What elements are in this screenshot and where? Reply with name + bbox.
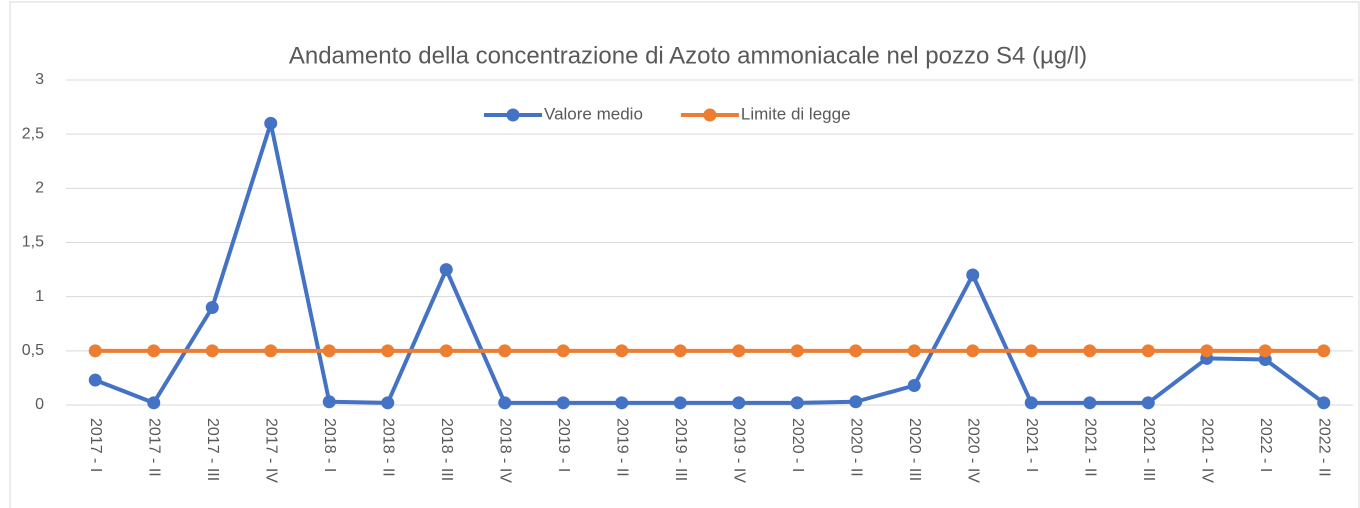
data-point: [1141, 344, 1155, 358]
data-point: [264, 116, 278, 130]
data-point: [322, 344, 336, 358]
data-point: [966, 344, 980, 358]
data-point: [1083, 344, 1097, 358]
x-tick-label: 2017 - I: [87, 418, 104, 472]
data-point: [1200, 344, 1214, 358]
x-tick-label: 2020 - IV: [965, 418, 982, 483]
data-point: [498, 396, 512, 410]
x-tick-label: 2017 - III: [204, 418, 221, 481]
data-point: [439, 263, 453, 277]
data-point: [439, 344, 453, 358]
data-point: [849, 395, 863, 409]
data-point: [147, 396, 161, 410]
data-point: [1317, 396, 1331, 410]
data-point: [1258, 344, 1272, 358]
x-tick-label: 2020 - I: [789, 418, 806, 472]
x-tick-label: 2021 - I: [1023, 418, 1040, 472]
x-tick-label: 2017 - IV: [263, 418, 280, 483]
x-tick-label: 2022 - II: [1316, 418, 1333, 477]
data-point: [381, 344, 395, 358]
y-tick-label: 1,5: [22, 234, 44, 251]
data-point: [732, 396, 746, 410]
data-point: [732, 344, 746, 358]
data-point: [1024, 396, 1038, 410]
legend-label: Valore medio: [544, 104, 643, 123]
x-tick-label: 2018 - II: [380, 418, 397, 477]
x-tick-label: 2018 - I: [321, 418, 338, 472]
data-point: [556, 396, 570, 410]
x-tick-label: 2019 - II: [614, 418, 631, 477]
x-tick-label: 2019 - III: [672, 418, 689, 481]
data-point: [205, 344, 219, 358]
data-point: [322, 395, 336, 409]
x-tick-label: 2019 - IV: [731, 418, 748, 483]
data-point: [907, 344, 921, 358]
y-tick-label: 0: [35, 396, 44, 413]
x-tick-label: 2018 - III: [438, 418, 455, 481]
data-point: [1317, 344, 1331, 358]
y-tick-label: 1: [35, 288, 44, 305]
x-tick-label: 2019 - I: [555, 418, 572, 472]
data-point: [147, 344, 161, 358]
x-tick-label: 2021 - III: [1140, 418, 1157, 481]
x-tick-label: 2021 - IV: [1199, 418, 1216, 483]
y-tick-label: 3: [35, 71, 44, 88]
x-tick-label: 2018 - IV: [497, 418, 514, 483]
x-tick-label: 2021 - II: [1082, 418, 1099, 477]
data-point: [907, 379, 921, 392]
data-point: [673, 344, 687, 358]
y-tick-label: 2: [35, 180, 44, 197]
data-point: [88, 344, 102, 358]
x-tick-label: 2022 - I: [1257, 418, 1274, 472]
x-tick-label: 2020 - II: [848, 418, 865, 477]
legend-label: Limite di legge: [741, 104, 851, 123]
data-point: [498, 344, 512, 358]
data-point: [205, 301, 219, 314]
legend-marker: [506, 108, 520, 122]
data-point: [381, 396, 395, 410]
data-point: [556, 344, 570, 358]
data-point: [790, 344, 804, 358]
data-point: [1024, 344, 1038, 358]
data-point: [1141, 396, 1155, 410]
data-point: [790, 396, 804, 410]
data-point: [88, 373, 102, 387]
data-point: [966, 268, 980, 282]
legend-marker: [703, 108, 717, 122]
data-point: [849, 344, 863, 358]
y-tick-label: 2,5: [22, 125, 44, 142]
x-tick-label: 2020 - III: [906, 418, 923, 481]
data-point: [264, 344, 278, 358]
chart-border: [9, 1, 1360, 508]
data-point: [673, 396, 687, 410]
series-line: [94, 121, 1325, 405]
x-tick-label: 2017 - II: [146, 418, 163, 477]
data-point: [615, 396, 629, 410]
data-point: [1083, 396, 1097, 410]
y-tick-label: 0,5: [22, 342, 44, 359]
chart-title: Andamento della concentrazione di Azoto …: [289, 42, 1087, 69]
data-point: [615, 344, 629, 358]
